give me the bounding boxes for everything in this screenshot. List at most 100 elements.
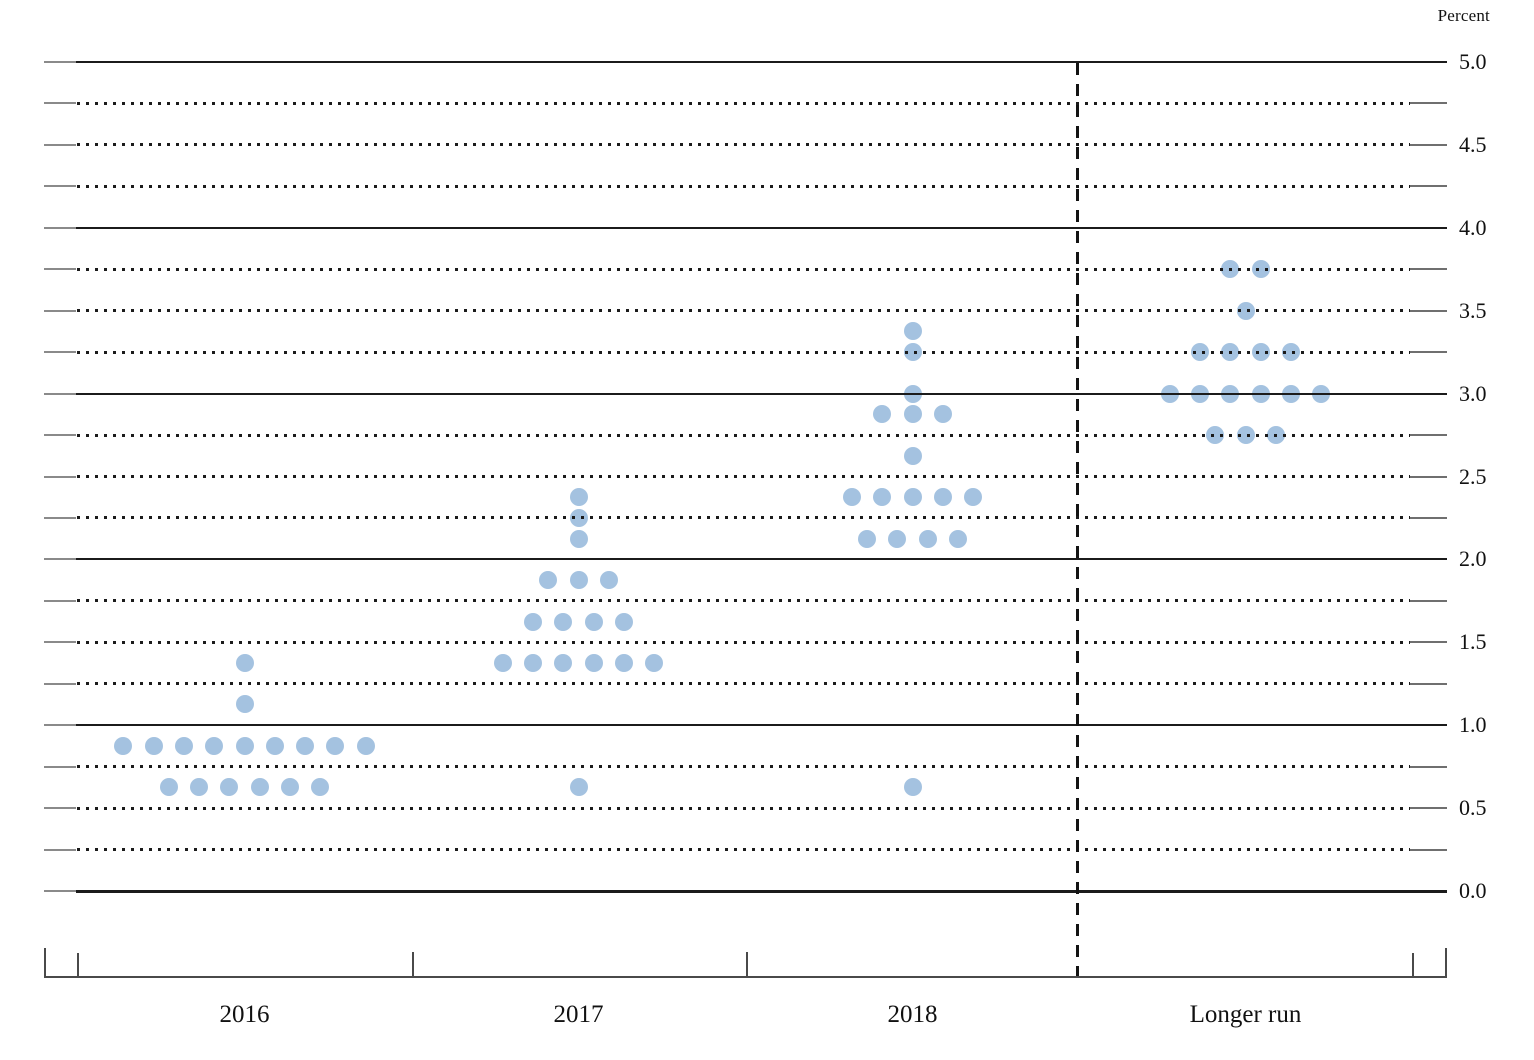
- gridline-left-tick: [44, 558, 76, 561]
- category-label-2017: 2017: [553, 1001, 604, 1028]
- gridline-left-tick: [44, 475, 76, 478]
- dot: [114, 736, 133, 755]
- gridline-left-tick: [44, 309, 76, 312]
- dot: [554, 612, 573, 631]
- y-tick-label: 2.0: [1459, 546, 1487, 572]
- gridline-right-tick: [1410, 185, 1447, 188]
- gridline-dotted: [77, 101, 1410, 105]
- gridline-left-tick: [44, 102, 76, 105]
- gridline-left-tick: [44, 143, 76, 146]
- gridline-solid: [76, 226, 1447, 229]
- gridline-solid: [76, 724, 1447, 727]
- dot: [205, 736, 224, 755]
- gridline-right-tick: [1410, 516, 1447, 519]
- dot: [539, 571, 558, 590]
- dot: [614, 612, 633, 631]
- dot: [569, 529, 588, 548]
- dot: [903, 322, 922, 341]
- gridline-left-tick: [44, 351, 76, 354]
- dot: [235, 695, 254, 714]
- y-tick-label: 2.5: [1459, 463, 1487, 489]
- gridline-left-tick: [44, 392, 76, 395]
- longer-run-separator: [1076, 63, 1079, 984]
- gridline-left-tick: [44, 765, 76, 768]
- gridline-right-tick: [1410, 807, 1447, 810]
- gridline-dotted: [77, 143, 1410, 147]
- dot: [903, 488, 922, 507]
- gridline-dotted: [77, 184, 1410, 188]
- dot: [903, 446, 922, 465]
- category-label-2016: 2016: [219, 1001, 270, 1028]
- x-axis-tick: [1412, 953, 1414, 976]
- gridline-left-tick: [44, 185, 76, 188]
- x-axis-tick: [1445, 948, 1447, 976]
- gridline-right-tick: [1410, 848, 1447, 851]
- dot: [933, 488, 952, 507]
- gridline-right-tick: [1410, 268, 1447, 271]
- gridline-left-tick: [44, 516, 76, 519]
- dot: [235, 654, 254, 673]
- dot: [569, 778, 588, 797]
- dot: [858, 529, 877, 548]
- gridline-solid: [76, 558, 1447, 561]
- gridline-dotted: [77, 309, 1410, 313]
- dot: [873, 405, 892, 424]
- gridline-dotted: [77, 267, 1410, 271]
- gridline-dotted: [77, 848, 1410, 852]
- gridline-left-tick: [44, 434, 76, 437]
- gridline-right-tick: [1410, 102, 1447, 105]
- dot: [265, 736, 284, 755]
- dot: [311, 778, 330, 797]
- dot: [250, 778, 269, 797]
- dot: [493, 654, 512, 673]
- gridline-dotted: [77, 640, 1410, 644]
- dot: [599, 571, 618, 590]
- dot: [190, 778, 209, 797]
- dot: [948, 529, 967, 548]
- gridline-right-tick: [1410, 309, 1447, 312]
- gridline-left-tick: [44, 641, 76, 644]
- dot: [584, 654, 603, 673]
- y-tick-label: 5.0: [1459, 49, 1487, 74]
- dot: [326, 736, 345, 755]
- gridline-left-tick: [44, 848, 76, 851]
- dot: [554, 654, 573, 673]
- category-label-longer-run: Longer run: [1189, 1001, 1302, 1028]
- gridline-dotted: [77, 516, 1410, 520]
- gridline-left-tick: [44, 807, 76, 810]
- x-axis-tick: [44, 948, 46, 976]
- y-axis-unit-label: Percent: [1437, 6, 1490, 25]
- y-tick-label: 4.0: [1459, 214, 1487, 240]
- gridline-left-tick: [44, 890, 76, 892]
- dot: [933, 405, 952, 424]
- gridline-right-tick: [1410, 641, 1447, 644]
- y-tick-label: 1.5: [1459, 629, 1487, 655]
- gridline-left-tick: [44, 268, 76, 271]
- gridline-right-tick: [1410, 351, 1447, 354]
- dot: [159, 778, 178, 797]
- dot: [584, 612, 603, 631]
- dot: [174, 736, 193, 755]
- gridline-dotted: [77, 350, 1410, 354]
- dot: [903, 405, 922, 424]
- gridline-dotted: [77, 765, 1410, 769]
- dot: [235, 736, 254, 755]
- gridline-left-tick: [44, 599, 76, 602]
- y-tick-label: 1.0: [1459, 712, 1487, 738]
- dot: [903, 778, 922, 797]
- gridline-left-tick: [44, 226, 76, 229]
- gridline-right-tick: [1410, 143, 1447, 146]
- dot: [888, 529, 907, 548]
- dot: [645, 654, 664, 673]
- gridline-right-tick: [1410, 434, 1447, 437]
- x-axis-tick: [411, 952, 414, 976]
- dot: [569, 488, 588, 507]
- x-axis-line: [44, 976, 1447, 978]
- y-tick-label: 3.0: [1459, 380, 1487, 406]
- dot: [569, 571, 588, 590]
- category-label-2018: 2018: [887, 1001, 938, 1028]
- dot: [614, 654, 633, 673]
- gridline-right-tick: [1410, 599, 1447, 602]
- dot: [220, 778, 239, 797]
